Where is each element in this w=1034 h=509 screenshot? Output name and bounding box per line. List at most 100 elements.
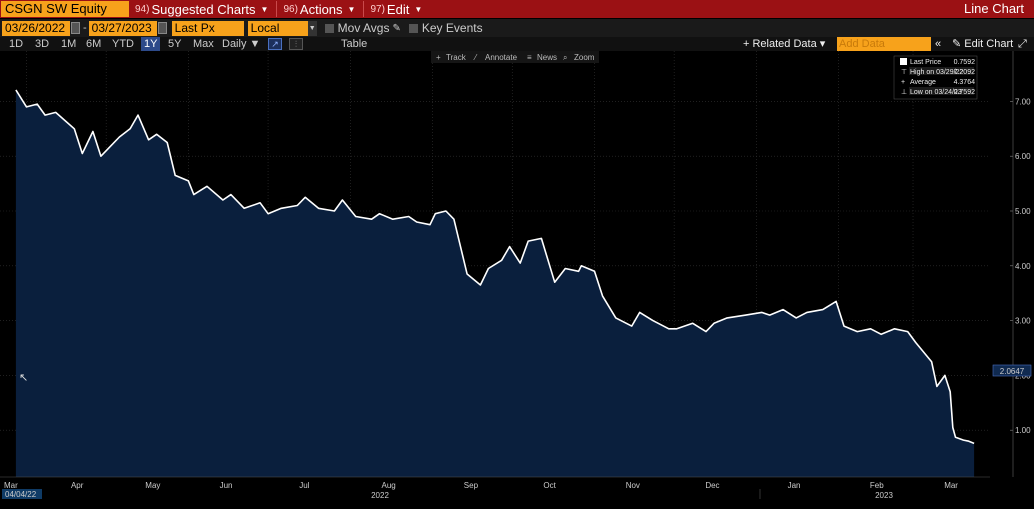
- x-tick-label: May: [145, 481, 160, 490]
- y-tick-label: 1.00: [1015, 426, 1031, 435]
- add-data-input[interactable]: Add Data: [837, 37, 931, 51]
- frequency-selector[interactable]: Daily ▼: [222, 38, 261, 50]
- news-icon: ≡: [527, 53, 532, 62]
- news-button[interactable]: News: [537, 53, 557, 62]
- edit-menu[interactable]: 97) Edit ▼: [370, 1, 422, 17]
- pencil-icon[interactable]: ✎: [392, 22, 401, 34]
- caret-down-icon: ▼: [414, 4, 423, 14]
- x-tick-label: Feb: [870, 481, 884, 490]
- actions-menu[interactable]: 96) Actions ▼: [283, 1, 355, 17]
- x-year-label: 2022: [371, 491, 389, 500]
- title-bar: CSGN SW Equity 94) Suggested Charts ▼ 96…: [0, 0, 1034, 18]
- toolbar-bg: [431, 51, 599, 63]
- period-1d[interactable]: 1D: [9, 38, 24, 50]
- start-date-input[interactable]: 03/26/2022: [2, 20, 70, 36]
- menu-label: Suggested Charts: [151, 1, 256, 17]
- crosshair-value-box: [992, 364, 1032, 377]
- x-tick-label: Mar: [4, 481, 18, 490]
- frequency-label: Daily: [222, 38, 247, 50]
- period-max[interactable]: Max: [193, 38, 214, 50]
- period-ytd[interactable]: YTD: [112, 38, 134, 50]
- start-date-label: 04/04/22: [5, 490, 37, 499]
- price-area: [15, 89, 975, 478]
- suggested-charts-menu[interactable]: 94) Suggested Charts ▼: [135, 1, 268, 17]
- legend-swatch: [900, 58, 907, 65]
- period-1m[interactable]: 1M: [61, 38, 77, 50]
- calendar-icon[interactable]: [157, 22, 167, 34]
- x-tick-label: Sep: [464, 481, 479, 490]
- period-6m[interactable]: 6M: [86, 38, 102, 50]
- collapse-icon[interactable]: «: [935, 38, 942, 50]
- x-year-label: 2023: [875, 491, 893, 500]
- divider: [363, 1, 365, 17]
- related-data-label: + Related Data: [743, 38, 817, 50]
- price-chart[interactable]: 1.002.003.004.005.006.007.00 MarAprMayJu…: [0, 51, 1034, 509]
- legend-high-value: 7.2092: [954, 69, 976, 76]
- y-tick-label: 6.00: [1015, 152, 1031, 161]
- legend-average-value: 4.3764: [954, 79, 976, 86]
- caret-down-icon: ▼: [347, 4, 356, 14]
- period-5y[interactable]: 5Y: [168, 38, 182, 50]
- edit-chart-label: Edit Chart: [964, 38, 1014, 50]
- zoom-button[interactable]: Zoom: [574, 53, 595, 62]
- expand-icon[interactable]: ⤢: [1018, 38, 1027, 50]
- key-events-checkbox[interactable]: [408, 23, 418, 33]
- start-date-marker: 04/04/22: [2, 489, 42, 499]
- x-tick-label: Jul: [299, 481, 309, 490]
- menu-label: Actions: [299, 1, 343, 17]
- controls-row: 03/26/2022 - 03/27/2023 Last Px Local CC…: [0, 19, 1034, 50]
- legend-low-bg: [909, 87, 974, 95]
- y-tick-label: 4.00: [1015, 262, 1031, 271]
- ticker-field[interactable]: CSGN SW Equity: [1, 1, 129, 17]
- x-tick-label: Jan: [788, 481, 801, 490]
- related-data-button[interactable]: + Related Data ▾: [743, 38, 826, 50]
- legend-average-marker: +: [901, 79, 905, 86]
- legend-low-marker: ⊥: [901, 89, 907, 96]
- candlestick-icon[interactable]: ⫶: [289, 38, 303, 50]
- x-tick-label: Aug: [382, 481, 396, 490]
- legend: Last Price 0.7592 ⊤ High on 03/29/22 7.2…: [893, 55, 978, 100]
- legend-average-label: Average: [910, 79, 936, 86]
- x-tick-label: Dec: [705, 481, 719, 490]
- period-3d[interactable]: 3D: [35, 38, 50, 50]
- crosshair-readout: 2.0647: [992, 364, 1032, 377]
- menu-label: Edit: [386, 1, 410, 17]
- period-1y[interactable]: 1Y: [141, 37, 161, 51]
- divider: [276, 1, 278, 17]
- edit-chart-button[interactable]: ✎ Edit Chart: [952, 38, 1014, 50]
- chart-toolbar: + Track ⁄ Annotate ≡ News ⌕ Zoom: [431, 51, 599, 63]
- annotate-button[interactable]: Annotate: [485, 53, 518, 62]
- x-tick-label: Mar: [944, 481, 958, 490]
- table-button[interactable]: Table: [341, 38, 368, 50]
- cursor-icon: ↖: [19, 372, 28, 384]
- y-tick-label: 7.00: [1015, 97, 1031, 106]
- legend-last-price-value: 0.7592: [954, 59, 976, 66]
- x-tick-label: Apr: [71, 481, 84, 490]
- period-row: 1D 3D 1M 6M YTD 1Y 5Y Max Daily ▼ ↗ ⫶ Ta…: [0, 37, 1034, 51]
- start-date-marker-bg: [2, 489, 42, 499]
- line-chart-icon[interactable]: ↗: [268, 38, 282, 50]
- legend-low-label: Low on 03/24/23: [910, 89, 962, 96]
- crosshair-value: 2.0647: [1000, 367, 1025, 376]
- mov-avgs-label: Mov Avgs: [337, 21, 390, 35]
- currency-selector[interactable]: Local CCY: [247, 20, 308, 50]
- legend-low-value: 0.7592: [954, 89, 976, 96]
- menu-number: 94): [135, 3, 150, 15]
- caret-down-icon: ▼: [260, 4, 269, 14]
- dropdown-arrow-icon[interactable]: ▼: [307, 20, 317, 36]
- price-line: [15, 89, 975, 445]
- x-tick-label: Jun: [220, 481, 233, 490]
- menu-number: 96): [283, 3, 298, 15]
- key-events-label: Key Events: [421, 21, 483, 35]
- zoom-icon: ⌕: [563, 53, 567, 62]
- x-tick-label: Nov: [626, 481, 640, 490]
- field-selector[interactable]: Last Px: [171, 20, 244, 36]
- calendar-icon[interactable]: [71, 22, 80, 34]
- legend-high-label: High on 03/29/22: [910, 69, 963, 76]
- menu-number: 97): [370, 3, 385, 15]
- end-date-input[interactable]: 03/27/2023: [88, 20, 157, 36]
- annotate-icon: ⁄: [473, 53, 478, 62]
- x-axis: Mar Apr May Jun Jul Aug Sep Oct Nov Dec Jan Feb Mar 2…: [0, 476, 990, 500]
- track-button[interactable]: Track: [446, 53, 467, 62]
- mov-avgs-checkbox[interactable]: [324, 23, 334, 33]
